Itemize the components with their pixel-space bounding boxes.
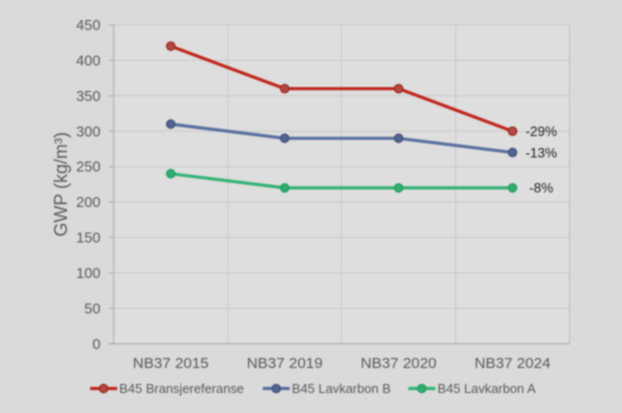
svg-text:250: 250: [76, 160, 100, 176]
svg-text:B45 Lavkarbon B: B45 Lavkarbon B: [292, 381, 391, 396]
svg-text:150: 150: [76, 231, 100, 247]
svg-text:200: 200: [76, 195, 100, 211]
svg-text:NB37 2024: NB37 2024: [475, 355, 551, 372]
svg-text:50: 50: [84, 301, 100, 317]
svg-text:-29%: -29%: [526, 124, 558, 139]
svg-text:B45 Bransjereferanse: B45 Bransjereferanse: [119, 381, 244, 396]
svg-text:450: 450: [76, 18, 100, 34]
svg-text:NB37 2015: NB37 2015: [133, 355, 209, 372]
svg-text:100: 100: [76, 266, 100, 282]
svg-text:300: 300: [76, 124, 100, 140]
svg-text:400: 400: [76, 53, 100, 69]
svg-text:GWP (kg/m³): GWP (kg/m³): [51, 132, 71, 237]
svg-text:350: 350: [76, 89, 100, 105]
svg-text:0: 0: [92, 337, 100, 353]
svg-text:-8%: -8%: [529, 181, 553, 196]
svg-text:B45 Lavkarbon A: B45 Lavkarbon A: [438, 381, 537, 396]
svg-text:NB37 2019: NB37 2019: [247, 355, 323, 372]
svg-text:-13%: -13%: [526, 145, 558, 160]
svg-text:NB37 2020: NB37 2020: [361, 355, 437, 372]
